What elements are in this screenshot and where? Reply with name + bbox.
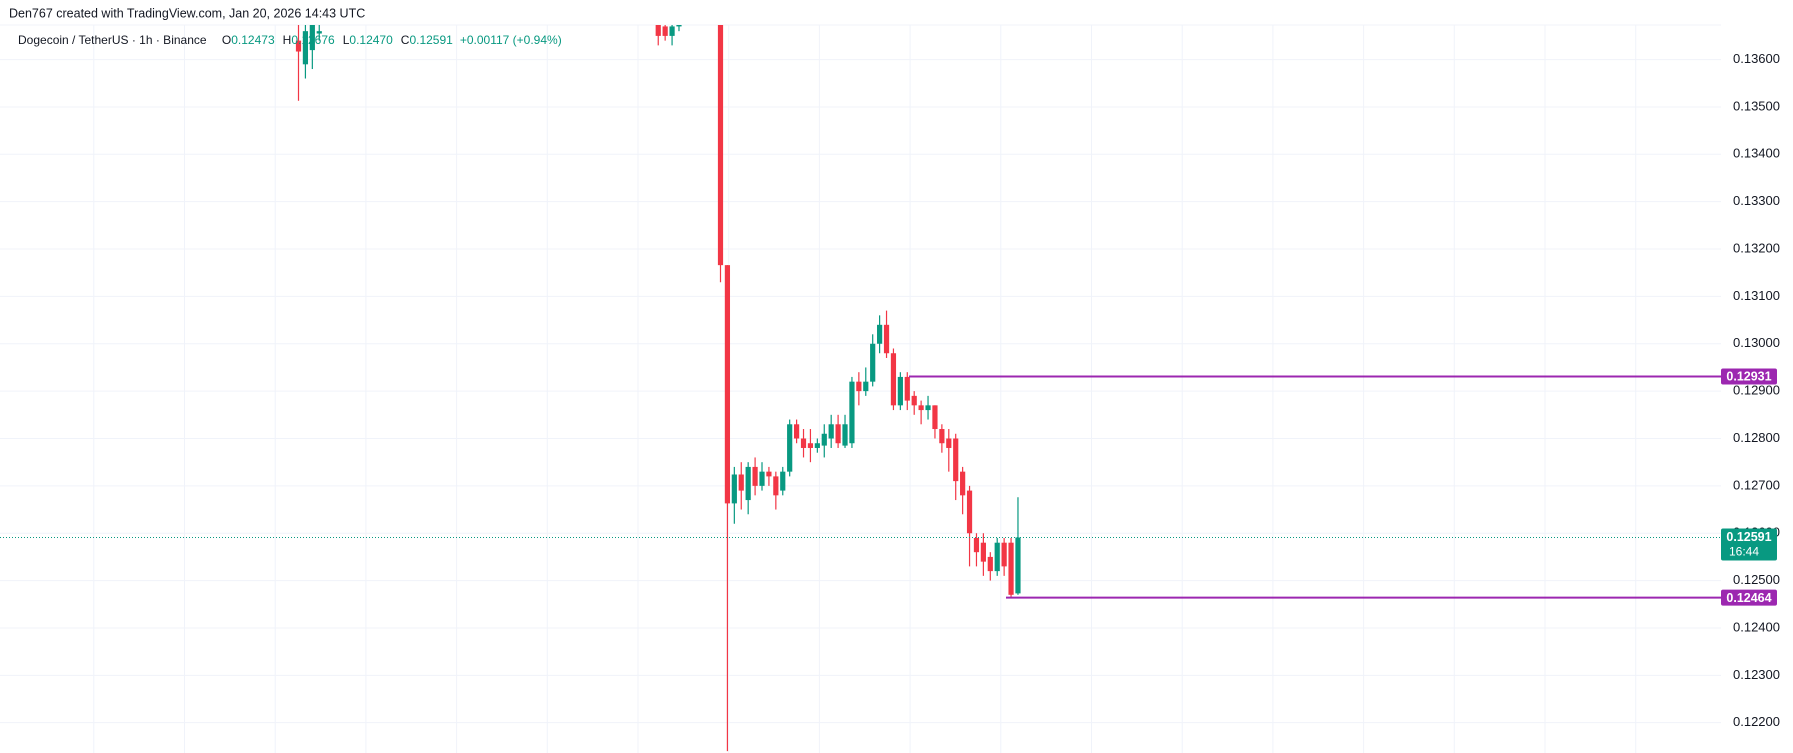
legend: Dogecoin / TetherUS · 1h · Binance O0.12… xyxy=(18,33,562,47)
candle-body xyxy=(932,405,938,430)
y-tick-label: 0.12400 xyxy=(1733,619,1780,634)
candle-body xyxy=(669,26,675,36)
candle-body xyxy=(724,265,731,504)
y-tick-label: 0.13200 xyxy=(1733,240,1780,255)
legend-change: +0.00117 (+0.94%) xyxy=(460,33,562,47)
y-tick-label: 0.13000 xyxy=(1733,335,1780,350)
candle-body xyxy=(842,424,848,446)
candle-body xyxy=(676,25,682,27)
level-label-box xyxy=(1721,589,1777,606)
candle-body xyxy=(807,443,814,448)
candle-body xyxy=(662,26,668,36)
legend-key: L xyxy=(343,33,350,47)
last-price-box xyxy=(1721,528,1777,561)
candle-body xyxy=(960,471,966,496)
candle-body xyxy=(911,395,917,406)
level-label-box xyxy=(1721,368,1777,385)
legend-key: C xyxy=(401,33,410,47)
candle-body xyxy=(800,438,807,448)
candle-body xyxy=(856,381,862,392)
y-tick-label: 0.12300 xyxy=(1733,667,1780,682)
y-tick-label: 0.13400 xyxy=(1733,146,1780,161)
candle-body xyxy=(731,474,737,504)
candle-body xyxy=(828,424,834,439)
candle-body xyxy=(946,438,952,448)
level-label: 0.12464 xyxy=(1726,591,1771,605)
legend-key: O xyxy=(222,33,231,47)
y-tick-label: 0.13500 xyxy=(1733,98,1780,113)
candle-body xyxy=(973,537,980,553)
y-tick-label: 0.12700 xyxy=(1733,477,1780,492)
candle-body xyxy=(925,405,931,411)
legend-value: 0.12473 xyxy=(231,33,275,47)
candle-body xyxy=(309,25,315,51)
candle-body xyxy=(897,376,903,406)
candle-body xyxy=(966,490,973,534)
candle-body xyxy=(863,381,869,392)
candle-body xyxy=(738,474,744,491)
candle-body xyxy=(766,471,772,477)
countdown-label: 16:44 xyxy=(1729,545,1759,559)
y-tick-label: 0.13100 xyxy=(1733,288,1780,303)
candle-body xyxy=(655,25,661,36)
symbol: Dogecoin / TetherUS · 1h · Binance xyxy=(18,33,207,47)
plot-area xyxy=(0,25,1721,752)
candle-body xyxy=(953,438,959,482)
candle-body xyxy=(821,433,827,446)
candle-body xyxy=(877,324,883,344)
y-tick-label: 0.12500 xyxy=(1733,572,1780,587)
candle-body xyxy=(295,40,302,52)
y-tick-label: 0.13300 xyxy=(1733,193,1780,208)
header: Den767 created with TradingView.com, Jan… xyxy=(9,6,365,20)
legend-value: 0.12676 xyxy=(291,33,335,47)
candle-body xyxy=(904,376,910,401)
candle-body xyxy=(745,466,751,501)
candle-body xyxy=(814,443,820,448)
candle-body xyxy=(994,542,1000,572)
candle-body xyxy=(773,476,779,496)
y-tick-label: 0.12200 xyxy=(1733,714,1780,729)
y-tick-label: 0.13600 xyxy=(1733,51,1780,66)
candle-body xyxy=(1001,542,1007,567)
candle-body xyxy=(780,471,786,491)
candle-body xyxy=(793,424,800,439)
grid xyxy=(0,24,1721,753)
candle-body xyxy=(939,429,945,444)
y-tick-label: 0.12900 xyxy=(1733,383,1780,398)
candle-body xyxy=(302,31,309,65)
candle-body xyxy=(717,25,724,266)
candle-body xyxy=(870,343,876,382)
candle-body xyxy=(316,31,322,34)
candle-body xyxy=(787,424,793,472)
y-tick-label: 0.12800 xyxy=(1733,430,1780,445)
level-label: 0.12931 xyxy=(1726,370,1771,384)
candle-body xyxy=(980,542,986,562)
candle-body xyxy=(759,471,765,486)
candle-body xyxy=(849,381,855,444)
candle-body xyxy=(918,405,924,411)
price-axis: 0.122000.123000.124000.125000.126000.127… xyxy=(1721,51,1780,729)
candle-body xyxy=(1008,542,1014,595)
legend-key: H xyxy=(283,33,292,47)
candle-body xyxy=(890,353,897,406)
candle-body xyxy=(835,424,841,444)
last-price-label: 0.12591 xyxy=(1726,530,1771,544)
candle-body xyxy=(752,466,758,486)
legend-value: 0.12591 xyxy=(409,33,453,47)
candle-body xyxy=(1015,537,1021,594)
legend-value: 0.12470 xyxy=(349,33,393,47)
candle-body xyxy=(883,324,890,354)
candle-body xyxy=(987,556,993,572)
